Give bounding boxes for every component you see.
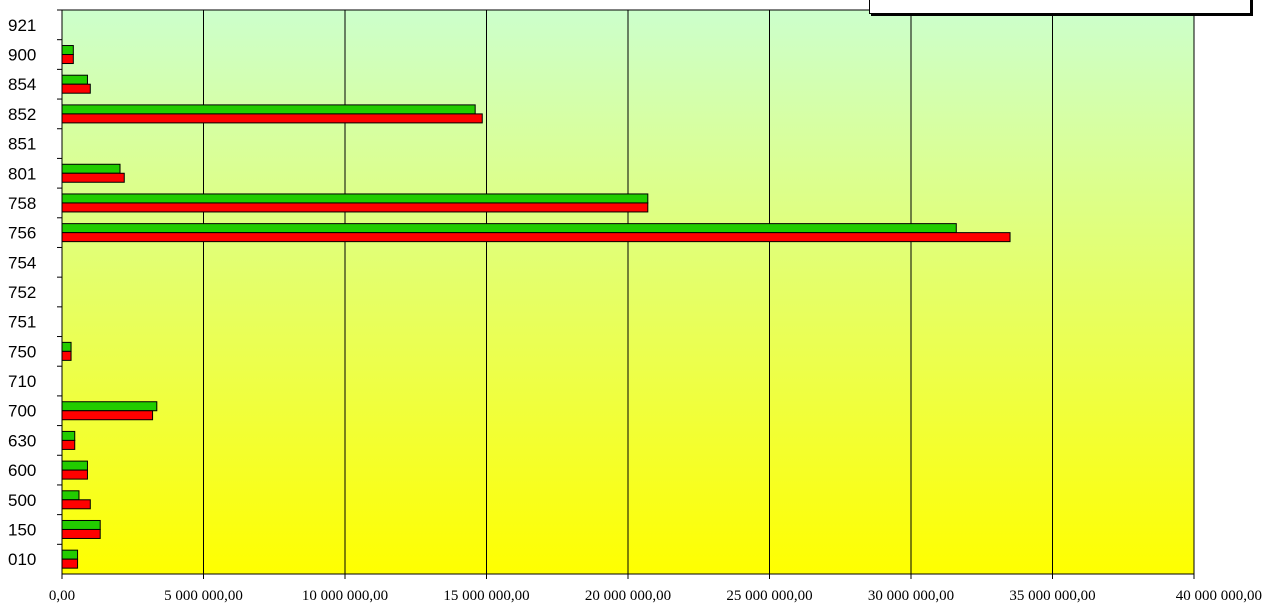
bar-series-1-010 — [62, 550, 78, 559]
y-tick-label: 752 — [8, 283, 36, 302]
bar-series-2-756 — [62, 233, 1010, 242]
bar-series-2-150 — [62, 529, 100, 538]
x-tick-label: 40 000 000,00 — [1176, 588, 1262, 604]
bar-series-2-852 — [62, 114, 482, 123]
y-tick-label: 600 — [8, 461, 36, 480]
x-axis-ticks: 0,00 5 000 000,00 10 000 000,00 15 000 000,… — [49, 574, 1262, 604]
y-tick-label: 750 — [8, 342, 36, 361]
x-tick-label: 30 000 000,00 — [868, 588, 954, 604]
bar-series-1-600 — [62, 461, 87, 470]
x-tick-label: 15 000 000,00 — [443, 588, 529, 604]
bar-series-2-758 — [62, 203, 648, 212]
y-tick-label: 630 — [8, 431, 36, 450]
bar-series-1-750 — [62, 342, 71, 351]
y-tick-label: 921 — [8, 16, 36, 35]
bar-series-2-900 — [62, 55, 73, 64]
bar-series-2-700 — [62, 411, 153, 420]
bar-series-1-852 — [62, 105, 475, 114]
bar-series-1-854 — [62, 75, 87, 84]
y-tick-label: 754 — [8, 253, 36, 272]
y-tick-label: 010 — [8, 550, 36, 569]
y-tick-label: 751 — [8, 313, 36, 332]
y-tick-label: 801 — [8, 164, 36, 183]
bar-series-1-700 — [62, 402, 157, 411]
bar-series-2-600 — [62, 470, 87, 479]
y-tick-label: 854 — [8, 75, 36, 94]
bar-series-1-900 — [62, 46, 73, 55]
bar-series-2-630 — [62, 440, 75, 449]
y-axis-ticks: 921 900 854 852 851 801 758 756 754 752 751 750 710 7… — [8, 10, 62, 569]
bar-series-2-801 — [62, 173, 124, 182]
y-tick-label: 851 — [8, 135, 36, 154]
bar-series-2-500 — [62, 500, 90, 509]
bar-series-1-758 — [62, 194, 648, 203]
x-tick-label: 5 000 000,00 — [164, 588, 243, 604]
bar-series-2-750 — [62, 351, 71, 360]
bar-series-2-010 — [62, 559, 78, 568]
y-tick-label: 710 — [8, 372, 36, 391]
bar-series-1-150 — [62, 520, 100, 529]
x-tick-label: 20 000 000,00 — [585, 588, 671, 604]
y-tick-label: 758 — [8, 194, 36, 213]
x-tick-label: 10 000 000,00 — [302, 588, 388, 604]
bar-series-1-500 — [62, 491, 79, 500]
bar-series-2-854 — [62, 84, 90, 93]
bar-series-1-756 — [62, 224, 956, 233]
bar-series-1-630 — [62, 431, 75, 440]
y-tick-label: 700 — [8, 402, 36, 421]
bar-series-1-801 — [62, 164, 120, 173]
y-tick-label: 500 — [8, 491, 36, 510]
y-tick-label: 150 — [8, 520, 36, 539]
x-tick-label: 35 000 000,00 — [1009, 588, 1095, 604]
x-tick-label: 25 000 000,00 — [726, 588, 812, 604]
x-tick-label: 0,00 — [49, 588, 75, 604]
legend — [869, 0, 1251, 14]
y-tick-label: 900 — [8, 46, 36, 65]
y-tick-label: 756 — [8, 224, 36, 243]
y-tick-label: 852 — [8, 105, 36, 124]
